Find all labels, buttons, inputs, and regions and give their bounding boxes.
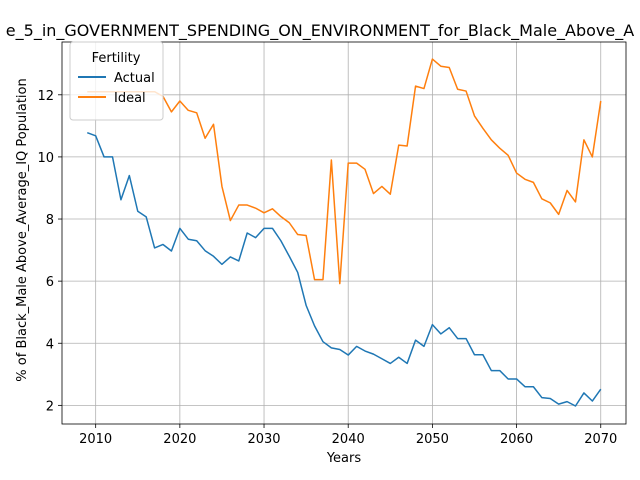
legend: Fertility Actual Ideal [69, 41, 164, 121]
y-tick-label: 4 [46, 337, 54, 352]
x-tick-label: 2030 [247, 432, 280, 447]
y-tick-label: 12 [37, 89, 54, 104]
y-tick-label: 2 [46, 399, 54, 414]
chart-title: e_5_in_GOVERNMENT_SPENDING_ON_ENVIRONMEN… [6, 21, 634, 41]
y-tick-label: 8 [46, 213, 54, 228]
x-tick-label: 2070 [584, 432, 617, 447]
x-tick-label: 2010 [79, 432, 112, 447]
series-line-ideal [87, 58, 602, 285]
x-axis-label: Years [326, 451, 362, 466]
x-tick-label: 2050 [416, 432, 449, 447]
y-axis-label: % of Black_Male Above_Average_IQ Populat… [15, 78, 30, 381]
series-line-actual [86, 131, 602, 407]
axes [58, 41, 627, 428]
tick-labels: 2010 2020 2030 2040 2050 2060 2070 2 4 6 8 10 12 [37, 89, 617, 447]
x-tick-label: 2060 [500, 432, 533, 447]
x-tick-label: 2040 [332, 432, 365, 447]
plot-frame [61, 41, 627, 425]
y-tick-label: 10 [37, 151, 54, 166]
series-lines [86, 58, 602, 407]
legend-box [69, 41, 164, 121]
y-tick-label: 6 [46, 275, 54, 290]
legend-label-actual: Actual [114, 71, 155, 86]
legend-title: Fertility [92, 51, 141, 66]
x-tick-label: 2020 [163, 432, 196, 447]
legend-label-ideal: Ideal [114, 91, 146, 106]
